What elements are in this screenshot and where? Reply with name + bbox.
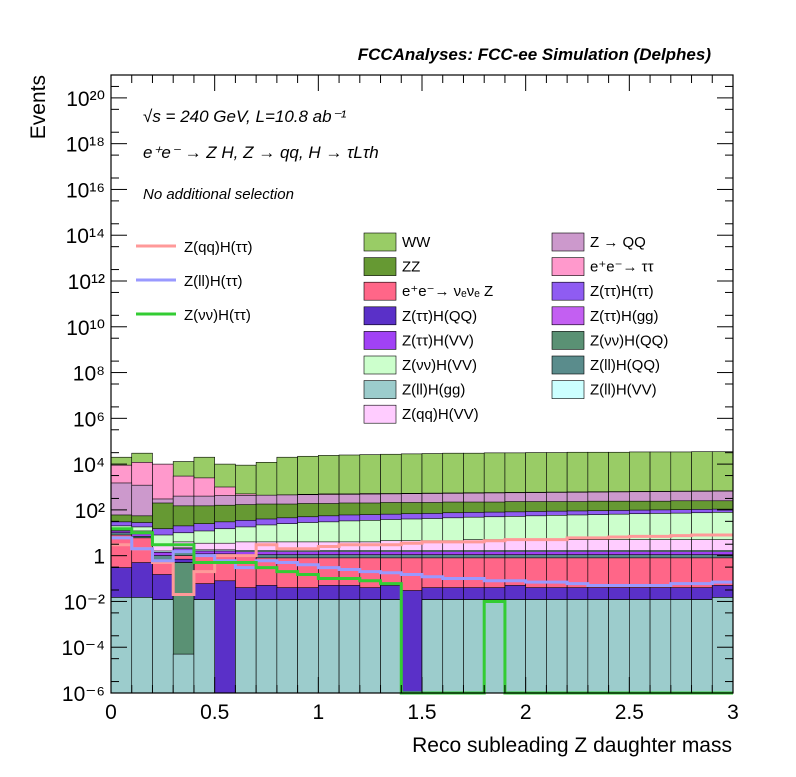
x-tick-label-6: 3 xyxy=(727,701,739,724)
y-axis-ticks: 10⁻⁶ 10⁻⁴ 10⁻² 1 10² 10⁴ 10⁶ 10⁸ 10¹⁰ 10¹² 10¹⁴ 10¹… xyxy=(62,85,733,706)
legend-swatch-1-1 xyxy=(551,257,585,276)
bar-z-ll-h-gg-bin-9 xyxy=(297,599,319,694)
legend-label-1-3: Z(ττ)H(gg) xyxy=(590,308,659,325)
x-tick-label-3: 1.5 xyxy=(407,701,436,724)
y-tick-label-6: 10⁶ xyxy=(73,408,105,431)
legend-label-0-0: WW xyxy=(402,234,431,251)
legend-swatch-1-2 xyxy=(551,281,585,301)
bar-z-ll-h-gg-bin-19 xyxy=(504,599,526,694)
y-tick-label-8: 10¹⁰ xyxy=(66,317,105,340)
legend-swatch-0-2 xyxy=(363,281,397,301)
legend-swatch-0-6 xyxy=(363,380,397,399)
bar-z-ll-h-gg-bin-28 xyxy=(691,599,713,694)
x-axis-label: Reco subleading Z daughter mass xyxy=(412,734,732,757)
bar-z-ll-h-gg-bin-22 xyxy=(566,599,589,694)
x-tick-label-2: 1 xyxy=(312,701,324,724)
y-tick-label-2: 10⁻² xyxy=(64,591,105,614)
legend-swatch-0-7 xyxy=(363,404,397,424)
bar-z-ll-h-gg-bin-13 xyxy=(380,599,402,694)
y-tick-label-4: 10² xyxy=(75,500,105,523)
legend-label-0-4: Z(ττ)H(VV) xyxy=(402,332,474,349)
bar-z-ll-h-gg-bin-21 xyxy=(546,599,568,694)
bar-z-ll-h-gg-bin-0 xyxy=(110,597,133,694)
bar-z-ll-h-gg-bin-25 xyxy=(629,599,651,694)
legend-line-label-1: Z(ll)H(ττ) xyxy=(184,273,243,290)
bar-z-ll-h-gg-bin-12 xyxy=(359,599,381,694)
chart-title: FCCAnalyses: FCC-ee Simulation (Delphes) xyxy=(358,45,712,64)
legend-label-1-5: Z(ll)H(QQ) xyxy=(590,357,660,374)
bar-z-ll-h-gg-bin-8 xyxy=(276,599,298,694)
signal-line-0 xyxy=(111,533,733,597)
legend-label-0-6: Z(ll)H(gg) xyxy=(402,382,465,399)
legend-swatch-0-0 xyxy=(363,232,397,252)
legend-swatch-1-6 xyxy=(551,380,585,399)
x-tick-label-4: 2 xyxy=(520,701,532,724)
legend-label-0-7: Z(qq)H(VV) xyxy=(402,406,479,423)
bar-z-h-qq-bin-5 xyxy=(214,580,236,694)
bar-z-ll-h-gg-bin-6 xyxy=(235,599,257,694)
bar-z-ll-h-gg-bin-24 xyxy=(608,599,630,694)
legend-label-0-1: ZZ xyxy=(402,259,420,276)
process-text: e⁺e⁻ → Z H, Z → qq, H → τLτh xyxy=(143,143,379,162)
stack-layer xyxy=(110,451,734,694)
bar-z-ll-h-gg-bin-15 xyxy=(421,599,444,694)
legend-swatch-1-5 xyxy=(551,355,585,375)
legend: Z(qq)H(ττ) Z(ll)H(ττ) Z(νν)H(ττ) WW ZZ e⁺e⁻→ … xyxy=(136,232,668,424)
bar-z-ll-h-gg-bin-18 xyxy=(483,599,506,694)
legend-label-1-6: Z(ll)H(VV) xyxy=(590,382,657,399)
y-tick-label-10: 10¹⁴ xyxy=(66,225,105,248)
x-tick-label-5: 2.5 xyxy=(615,701,644,724)
y-tick-label-5: 10⁴ xyxy=(73,454,105,477)
legend-label-1-0: Z → QQ xyxy=(590,234,646,251)
bar-z-ll-h-gg-bin-1 xyxy=(131,597,153,694)
bar-z-ll-h-gg-bin-7 xyxy=(255,599,278,694)
bar-z-ll-h-gg-bin-10 xyxy=(318,599,340,694)
bar-z-ll-h-gg-bin-17 xyxy=(463,599,485,694)
legend-swatch-0-5 xyxy=(363,355,397,375)
bar-z-ll-h-gg-bin-11 xyxy=(338,599,361,694)
y-tick-label-7: 10⁸ xyxy=(73,363,105,386)
bar-z-ll-h-gg-bin-16 xyxy=(442,599,464,694)
legend-swatch-1-3 xyxy=(551,306,585,326)
energy-luminosity-text: √s = 240 GeV, L=10.8 ab⁻¹ xyxy=(143,107,347,126)
legend-label-1-2: Z(ττ)H(ττ) xyxy=(590,283,654,300)
legend-swatch-0-3 xyxy=(363,306,397,326)
y-tick-label-12: 10¹⁸ xyxy=(66,134,105,157)
legend-label-1-4: Z(νν)H(QQ) xyxy=(590,332,668,349)
bar-z-ll-h-gg-bin-3 xyxy=(172,653,195,694)
legend-swatch-0-4 xyxy=(363,331,397,350)
legend-label-0-2: e⁺e⁻→ νₑνₑ Z xyxy=(402,283,493,300)
x-tick-label-0: 0 xyxy=(105,701,117,724)
bar-z-ll-h-gg-bin-26 xyxy=(649,599,672,694)
y-tick-label-11: 10¹⁶ xyxy=(66,179,105,202)
y-axis-label: Events xyxy=(27,75,50,139)
legend-line-label-2: Z(νν)H(ττ) xyxy=(184,307,251,324)
bar-z-ll-h-gg-bin-27 xyxy=(670,599,692,694)
bar-z-ll-h-gg-bin-29 xyxy=(711,597,734,694)
y-tick-label-0: 10⁻⁶ xyxy=(62,683,105,706)
y-tick-label-13: 10²⁰ xyxy=(66,88,105,111)
bar-z-ll-h-gg-bin-20 xyxy=(525,599,547,694)
x-tick-label-1: 0.5 xyxy=(200,701,229,724)
legend-swatch-0-1 xyxy=(363,257,397,276)
y-tick-label-1: 10⁻⁴ xyxy=(62,637,105,660)
legend-label-1-1: e⁺e⁻→ ττ xyxy=(590,259,654,276)
selection-text: No additional selection xyxy=(143,186,294,203)
legend-swatch-1-0 xyxy=(551,232,585,252)
legend-label-0-3: Z(ττ)H(QQ) xyxy=(402,308,477,325)
bar-z-ll-h-gg-bin-23 xyxy=(587,599,609,694)
legend-label-0-5: Z(νν)H(VV) xyxy=(402,357,477,374)
signal-line-1 xyxy=(111,536,733,587)
y-tick-label-3: 1 xyxy=(93,546,105,569)
bar-z-ll-h-gg-bin-4 xyxy=(193,599,215,694)
y-tick-label-9: 10¹² xyxy=(68,271,105,294)
bar-z-h-qq-bin-14 xyxy=(400,590,423,694)
legend-line-label-0: Z(qq)H(ττ) xyxy=(184,239,253,256)
legend-swatch-1-4 xyxy=(551,331,585,350)
x-axis-ticks: 0 0.5 1 1.5 2 2.5 3 xyxy=(105,75,739,724)
bar-z-ll-h-gg-bin-2 xyxy=(152,599,174,694)
